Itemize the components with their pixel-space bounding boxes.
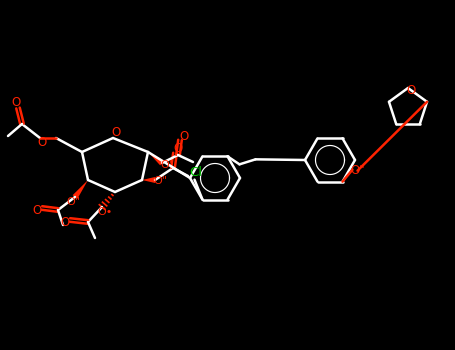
Text: O": O" [350, 164, 365, 177]
Text: Cl: Cl [189, 166, 202, 179]
Text: O•: O• [97, 207, 113, 217]
Text: O": O" [153, 176, 167, 186]
Polygon shape [148, 152, 164, 165]
Text: O: O [32, 203, 41, 217]
Text: O: O [37, 136, 46, 149]
Text: O: O [406, 84, 415, 98]
Text: O": O" [160, 160, 174, 170]
Text: O": O" [66, 197, 80, 207]
Polygon shape [142, 177, 155, 183]
Text: O: O [173, 142, 182, 155]
Text: O: O [11, 97, 20, 110]
Text: O: O [111, 126, 121, 140]
Polygon shape [73, 180, 88, 199]
Text: O: O [61, 216, 70, 229]
Text: O: O [179, 130, 189, 142]
